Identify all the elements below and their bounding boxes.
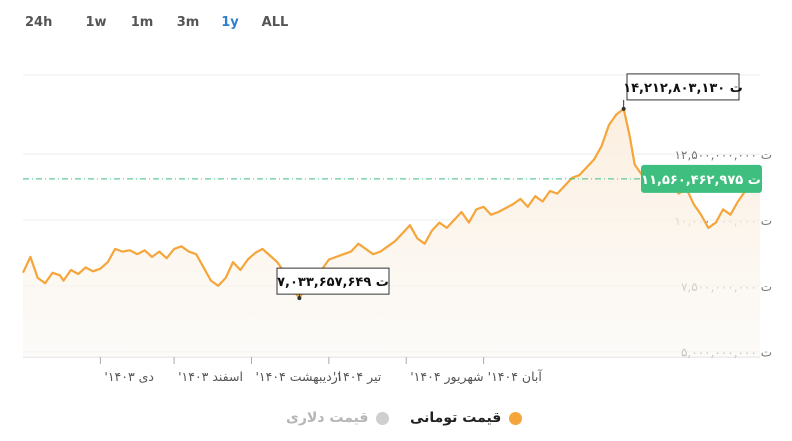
legend-dollar-label: قیمت دلاری bbox=[286, 410, 369, 426]
legend-toman-label: قیمت تومانی bbox=[410, 410, 502, 426]
legend-toman-dot-icon bbox=[509, 411, 523, 425]
min-callout-box bbox=[276, 267, 390, 295]
x-tick-label: دی ۱۴۰۳' bbox=[104, 369, 154, 384]
price-area-fill bbox=[23, 108, 760, 358]
range-tab-1w[interactable]: 1w bbox=[85, 15, 107, 30]
chart-legend: قیمت تومانی قیمت دلاری bbox=[0, 410, 792, 436]
current-price-badge bbox=[641, 164, 762, 193]
range-tab-1m[interactable]: 1m bbox=[130, 15, 154, 30]
x-tick-label: تیر ۱۴۰۴' bbox=[333, 369, 382, 385]
legend-item-dollar[interactable]: قیمت دلاری bbox=[286, 410, 390, 426]
legend-dollar-dot-icon bbox=[376, 411, 390, 425]
y-tick-label: ۱۲,۵۰۰,۰۰۰,۰۰۰ ت bbox=[675, 148, 772, 162]
range-selector: 24h 1w 1m 3m 1y ALL bbox=[25, 10, 301, 36]
range-tab-1y[interactable]: 1y bbox=[221, 15, 239, 30]
x-tick-label: آبان ۱۴۰۴' bbox=[488, 369, 543, 384]
current-price-label: ۱۱,۵۶۰,۴۶۲,۹۷۵ ت bbox=[641, 173, 761, 188]
x-tick-label: اردیبهشت ۱۴۰۴' bbox=[255, 369, 341, 385]
range-tab-24h[interactable]: 24h bbox=[25, 15, 53, 30]
x-tick-label: اسفند ۱۴۰۳' bbox=[178, 369, 243, 384]
max-callout-label: ۱۴,۲۱۲,۸۰۳,۱۳۰ ت bbox=[623, 81, 743, 96]
max-callout-box bbox=[626, 73, 740, 101]
price-series-line bbox=[22, 107, 761, 300]
x-tick-label: شهریور ۱۴۰۴' bbox=[410, 369, 483, 385]
range-tab-3m[interactable]: 3m bbox=[176, 15, 200, 30]
legend-item-toman[interactable]: قیمت تومانی bbox=[410, 410, 523, 426]
price-chart: ۵,۰۰۰,۰۰۰,۰۰۰ ت۷,۵۰۰,۰۰۰,۰۰۰ ت۱۰,۰۰۰,۰۰۰… bbox=[22, 73, 772, 385]
range-tab-all[interactable]: ALL bbox=[261, 15, 289, 30]
min-callout-label: ۷,۰۳۳,۶۵۷,۶۴۹ ت bbox=[277, 275, 389, 290]
